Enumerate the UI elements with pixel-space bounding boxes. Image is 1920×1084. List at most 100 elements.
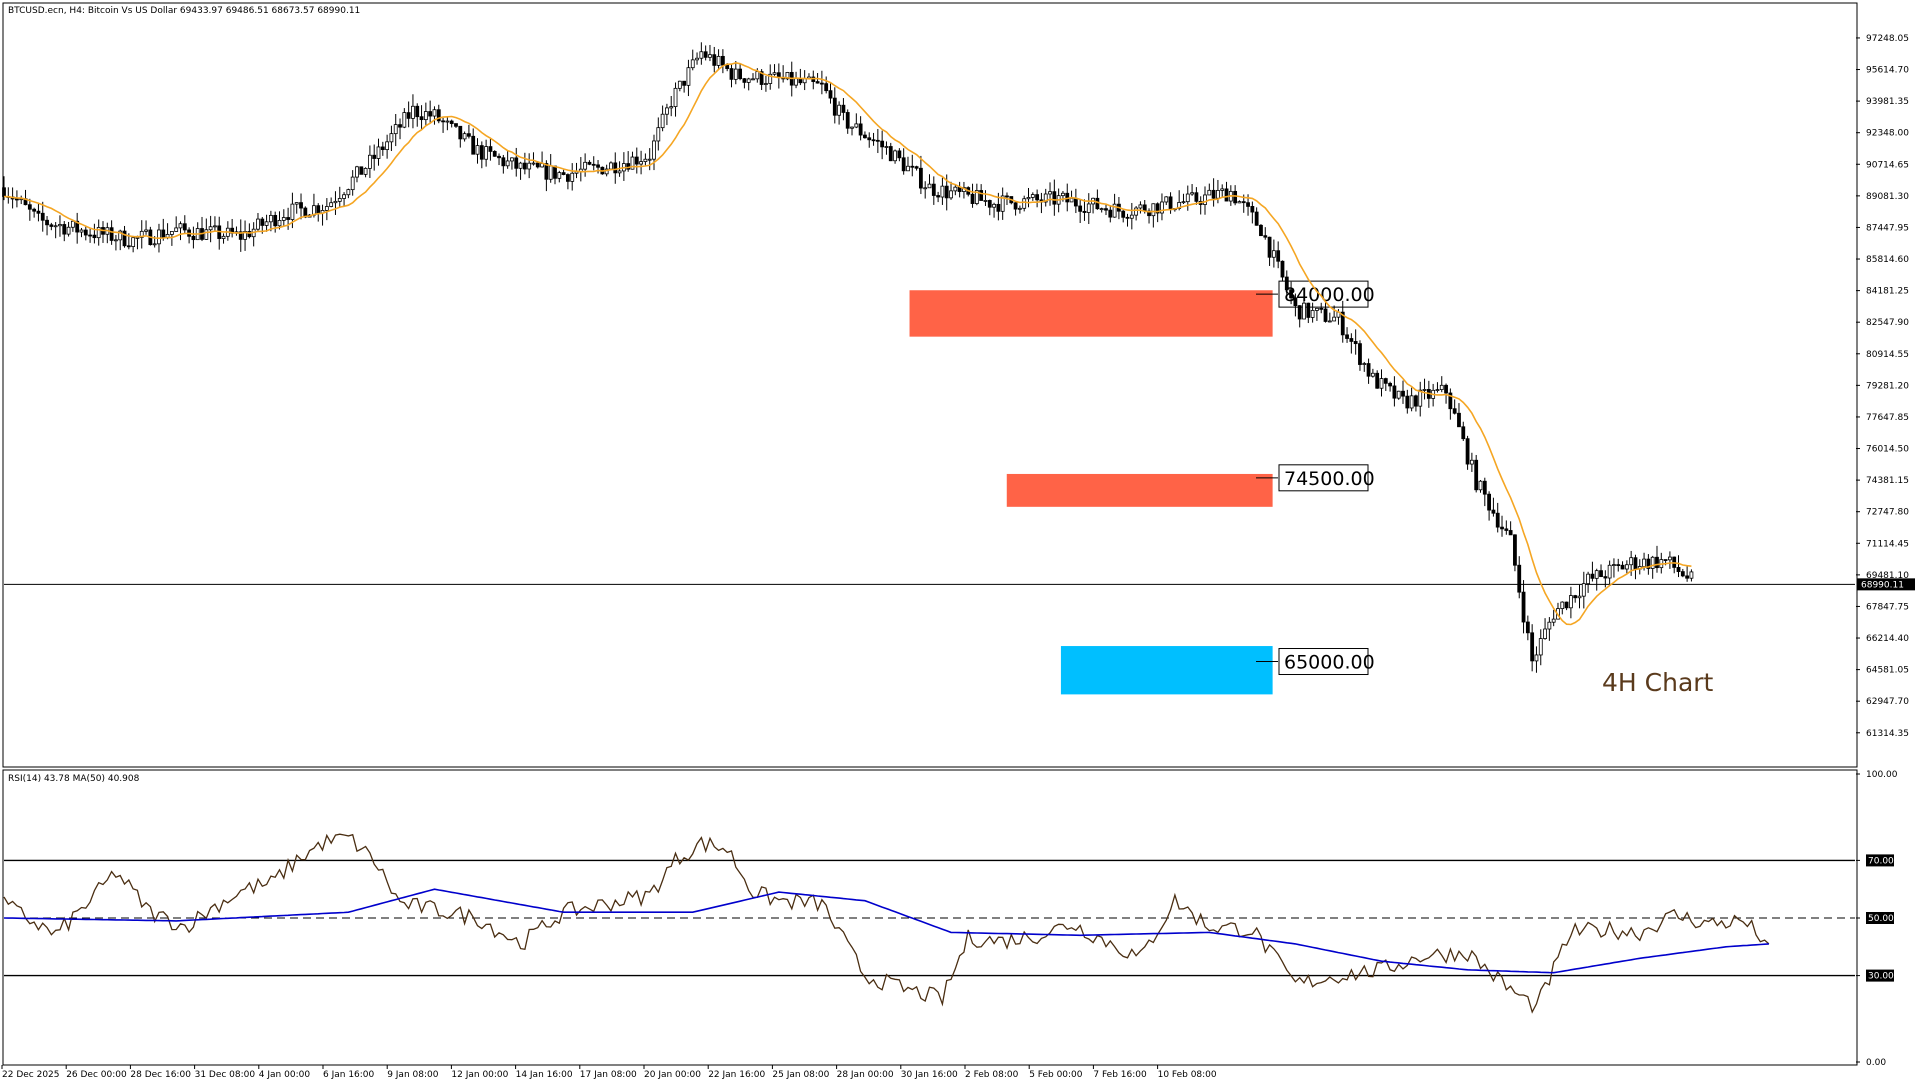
price-tick-label: 84181.25 [1866,287,1909,297]
time-tick-label: 22 Dec 2025 [2,1070,60,1080]
price-tick-label: 69481.10 [1866,571,1909,581]
candle-body [1629,557,1634,566]
candle-body [204,229,209,240]
candle-body [613,162,618,174]
candle-body [182,223,187,231]
candle-body [32,208,37,212]
candle-body [1237,201,1242,204]
candle-body [290,203,295,220]
candle-body [1530,632,1535,662]
candle-body [367,154,372,169]
candle-body [221,235,226,239]
candle-body [660,113,665,129]
time-axis: 22 Dec 2025 26 Dec 00:00 28 Dec 16:00 31 De… [1,1065,1217,1080]
candle-body [432,109,437,117]
candle-body [385,141,390,151]
candle-body [178,223,183,229]
candle-body [208,226,213,231]
candle-body [243,231,247,240]
candle-body [1560,601,1565,609]
candle-body [798,78,803,84]
candle-body [479,145,484,160]
price-tick-label: 95614.70 [1866,66,1909,76]
candle-body [1650,556,1655,569]
candle-body [1151,203,1156,217]
candle-body [1517,564,1522,593]
candle-body [1108,209,1113,218]
candle-body [652,140,656,160]
candle-body [548,165,553,180]
candle-body [1263,235,1268,238]
candle-body [970,193,975,204]
candle-body [837,104,842,116]
candle-body [522,162,527,170]
level-label-84000.00: 84000.00 [1284,284,1375,306]
time-tick-label: 26 Dec 00:00 [66,1070,127,1080]
candle-body [1327,320,1332,323]
candle-body [794,78,798,86]
candle-body [1504,528,1509,531]
candle-body [742,78,747,83]
candle-body [1396,390,1401,399]
candle-body [630,156,635,170]
time-tick-label: 25 Jan 08:00 [772,1070,829,1080]
candle-body [699,51,704,59]
candle-body [1078,205,1083,212]
candle-body [1345,334,1349,339]
candle-body [1521,591,1526,623]
candle-body [1465,438,1470,465]
price-tick-label: 72747.80 [1866,508,1909,518]
candle-body [1000,195,1005,212]
candle-body [677,80,682,89]
candle-body [109,227,114,241]
level-label-box-65000.00 [1278,648,1369,676]
candle-body [1607,564,1612,579]
candle-body [1577,595,1582,599]
candle-body [733,68,738,80]
candle-body [1241,201,1246,204]
candle-body [1383,378,1388,384]
candle-body [583,161,588,170]
candle-body [785,72,790,80]
candle-body [759,71,764,85]
candle-body [174,227,179,232]
price-tick-label: 79281.20 [1866,381,1909,391]
candle-body [1254,211,1259,226]
candle-body [1594,570,1599,579]
candle-body [1564,601,1569,609]
candle-body [923,187,928,190]
level-zones: 84000.00 74500.00 65000.00 68990.11 [4,280,1915,695]
candle-body [1194,192,1199,202]
candle-body [1676,567,1681,573]
candle-body [467,133,471,137]
candle-body [1216,190,1220,199]
candle-body [1017,207,1022,210]
time-tick-label: 5 Feb 00:00 [1029,1070,1083,1080]
candle-body [1590,573,1595,579]
candle-body [1612,564,1616,566]
candle-body [1568,595,1573,609]
candle-body [1379,378,1384,389]
candle-body [1293,297,1298,307]
price-panel[interactable] [2,2,1858,768]
candle-body [1013,202,1018,210]
candle-body [561,172,566,175]
candle-body [393,124,398,135]
candle-body [1624,564,1629,570]
candle-body [996,203,1001,212]
candle-body [893,150,897,162]
candle-body [1095,197,1100,210]
candle-body [1211,189,1216,199]
candle-body [1401,390,1405,397]
candle-body [1474,459,1479,491]
candle-body [729,68,734,80]
candle-body [333,200,338,204]
candle-body [974,190,979,204]
candle-body [1370,372,1375,377]
time-tick-label: 28 Dec 16:00 [130,1070,191,1080]
price-tick-label: 97248.05 [1866,34,1909,44]
candle-body [1310,310,1315,318]
candle-body [1388,382,1392,387]
candle-body [1069,197,1074,203]
